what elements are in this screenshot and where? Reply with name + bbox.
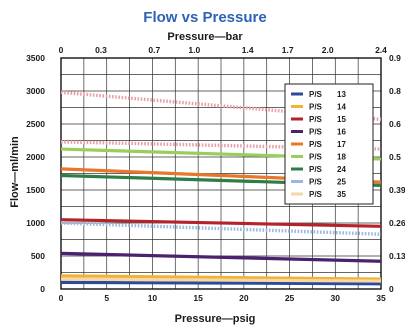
y2-tick-label: 0.5: [389, 152, 401, 162]
series-line: [60, 218, 382, 228]
top-axis-label: Pressure—bar: [167, 31, 243, 43]
y-tick-label: 0: [40, 284, 45, 294]
legend-prefix: P/S: [309, 103, 323, 112]
series-line: [60, 280, 382, 286]
legend-entry: 13: [337, 90, 346, 99]
legend-prefix: P/S: [309, 115, 323, 124]
plot-frame: [60, 57, 382, 290]
series-line: [60, 90, 382, 122]
y-tick-label: 2500: [26, 119, 45, 129]
x2-tick-label: 0: [59, 45, 64, 55]
x2-tick-label: 1.4: [242, 45, 254, 55]
x2-tick-label: 1.0: [188, 45, 200, 55]
x-tick-label: 10: [148, 293, 158, 303]
y-tick-label: 2000: [26, 152, 45, 162]
legend-entry: 14: [337, 103, 346, 112]
y2-tick-label: 0: [389, 284, 394, 294]
legend-entry: 25: [337, 178, 346, 187]
y-tick-label: 1500: [26, 185, 45, 195]
legend-prefix: P/S: [309, 90, 323, 99]
legend-entry: 24: [337, 165, 346, 174]
x-tick-label: 20: [239, 293, 249, 303]
chart-title: Flow vs Pressure: [143, 9, 266, 26]
x-tick-label: 25: [285, 293, 295, 303]
y-tick-label: 500: [31, 251, 45, 261]
legend-prefix: P/S: [309, 140, 323, 149]
legend-prefix: P/S: [309, 190, 323, 199]
y2-tick-label: 0.39: [389, 185, 405, 195]
y-tick-label: 3500: [26, 53, 45, 63]
x-tick-label: 15: [193, 293, 203, 303]
legend-entry: 18: [337, 153, 346, 162]
legend-prefix: P/S: [309, 178, 323, 187]
legend-entry: 35: [337, 190, 346, 199]
legend-prefix: P/S: [309, 128, 323, 137]
series-line: [60, 274, 382, 281]
legend-prefix: P/S: [309, 153, 323, 162]
x-tick-label: 30: [331, 293, 341, 303]
y2-tick-label: 0.9: [389, 53, 401, 63]
y-tick-label: 3000: [26, 86, 45, 96]
series-line: [60, 251, 382, 263]
y2-tick-label: 0.8: [389, 86, 401, 96]
legend-prefix: P/S: [309, 165, 323, 174]
series-line: [60, 221, 382, 236]
x-tick-label: 35: [376, 293, 386, 303]
plot-area: 0 5 10 15 20 25 30 350 0.3 0.7 1.0 1.4 1.7 2.0 2.40500…: [26, 45, 405, 303]
x2-tick-label: 0.7: [148, 45, 160, 55]
bottom-axis-label: Pressure—psig: [175, 313, 256, 325]
series-line: [60, 277, 382, 283]
x2-tick-label: 1.7: [282, 45, 294, 55]
legend-entry: 15: [337, 115, 346, 124]
x2-tick-label: 2.0: [322, 45, 334, 55]
y2-tick-label: 0.6: [389, 119, 401, 129]
legend-entry: 16: [337, 128, 346, 137]
x2-tick-label: 2.4: [375, 45, 387, 55]
y-tick-label: 1000: [26, 218, 45, 228]
y2-tick-label: 0.13: [389, 251, 405, 261]
y-axis-label: Flow—ml/min: [9, 136, 21, 208]
legend-entry: 17: [337, 140, 346, 149]
x-tick-label: 5: [104, 293, 109, 303]
x2-tick-label: 0.3: [95, 45, 107, 55]
y2-tick-label: 0.26: [389, 218, 405, 228]
x-tick-label: 0: [59, 293, 64, 303]
